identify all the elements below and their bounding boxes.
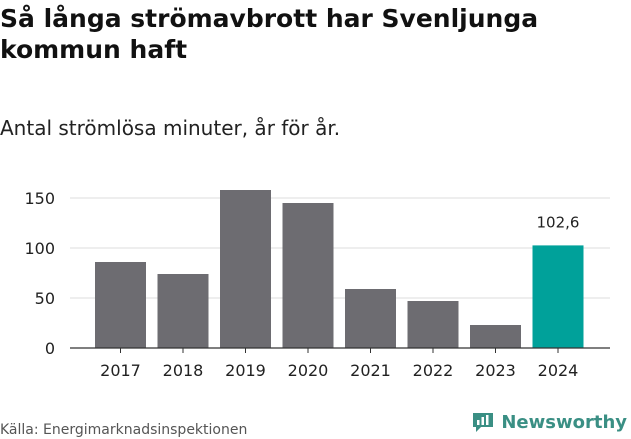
brand-logo: Newsworthy bbox=[471, 407, 627, 437]
y-tick-label: 50 bbox=[35, 289, 55, 308]
x-tick-label: 2023 bbox=[475, 361, 516, 380]
bar-chart: 0 50 100 150 2017 2018 2019 2020 2021 2022 2023 202… bbox=[24, 189, 610, 380]
y-tick-label: 100 bbox=[24, 239, 55, 258]
bar bbox=[345, 289, 396, 348]
x-tick-label: 2019 bbox=[225, 361, 266, 380]
source-note: Källa: Energimarknadsinspektionen bbox=[0, 422, 248, 438]
x-tick-label: 2024 bbox=[538, 361, 579, 380]
x-tick-label: 2017 bbox=[100, 361, 141, 380]
x-tick-label: 2018 bbox=[163, 361, 204, 380]
y-tick-label: 0 bbox=[45, 339, 55, 358]
newsworthy-icon bbox=[473, 413, 494, 432]
y-tick-label: 150 bbox=[24, 189, 55, 208]
bar bbox=[220, 190, 271, 348]
bar bbox=[407, 301, 459, 348]
bar bbox=[282, 203, 334, 348]
bar bbox=[157, 274, 209, 348]
chart-title: Så långa strömavbrott har Svenljunga kom… bbox=[0, 4, 539, 64]
x-tick-label: 2020 bbox=[288, 361, 329, 380]
bar bbox=[532, 245, 584, 348]
bar bbox=[470, 325, 521, 348]
brand-name: Newsworthy bbox=[501, 411, 627, 433]
data-label: 102,6 bbox=[537, 213, 580, 231]
chart-subtitle: Antal strömlösa minuter, år för år. bbox=[0, 116, 341, 140]
x-tick-label: 2021 bbox=[350, 361, 391, 380]
x-tick-label: 2022 bbox=[413, 361, 454, 380]
bar bbox=[95, 262, 146, 348]
